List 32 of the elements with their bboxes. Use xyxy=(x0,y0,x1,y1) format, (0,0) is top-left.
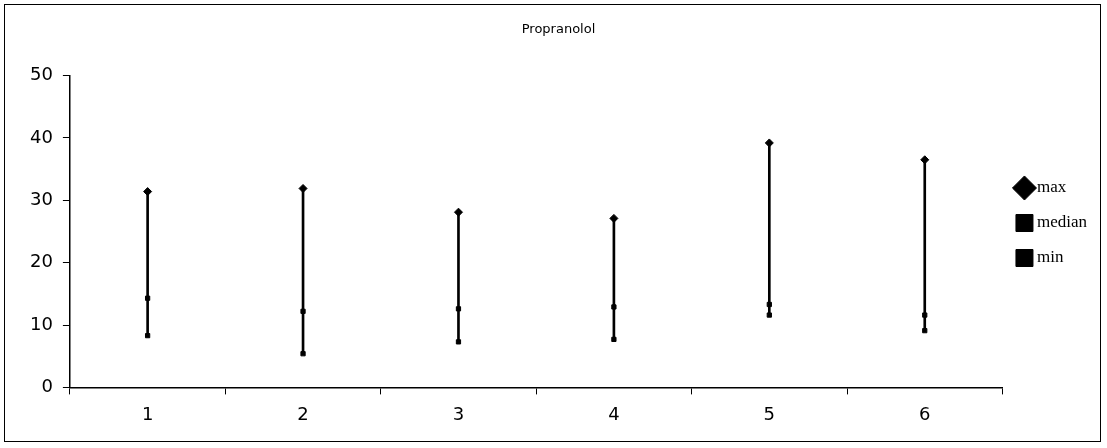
legend-label: median xyxy=(1036,212,1088,232)
point xyxy=(453,207,463,217)
y-tick-label: 30 xyxy=(30,187,53,209)
x-tick-label: 5 xyxy=(763,402,776,424)
point xyxy=(922,312,928,318)
point xyxy=(764,138,774,148)
y-tick-label: 0 xyxy=(41,375,53,397)
y-tick-label: 50 xyxy=(30,63,53,85)
point xyxy=(766,301,772,308)
x-tick-label: 6 xyxy=(919,402,931,424)
point xyxy=(298,183,308,193)
point xyxy=(145,333,151,339)
point xyxy=(611,336,617,342)
y-tick-label: 10 xyxy=(30,312,53,334)
x-tick-label: 4 xyxy=(608,402,620,424)
x-tick-label: 1 xyxy=(141,402,154,424)
legend-label: min xyxy=(1036,247,1064,267)
point xyxy=(611,304,617,310)
point xyxy=(300,308,306,314)
x-tick-label: 3 xyxy=(452,402,465,424)
point xyxy=(455,306,462,312)
point xyxy=(922,328,928,334)
point xyxy=(145,295,151,301)
legend-label: max xyxy=(1036,177,1067,197)
point xyxy=(455,339,462,345)
x-tick-label: 2 xyxy=(297,402,309,424)
chart-title: Propranolol xyxy=(521,21,596,37)
point xyxy=(300,351,306,357)
y-tick-label: 20 xyxy=(30,250,53,272)
y-tick-label: 40 xyxy=(30,125,53,147)
point xyxy=(609,213,619,223)
point xyxy=(766,312,772,318)
